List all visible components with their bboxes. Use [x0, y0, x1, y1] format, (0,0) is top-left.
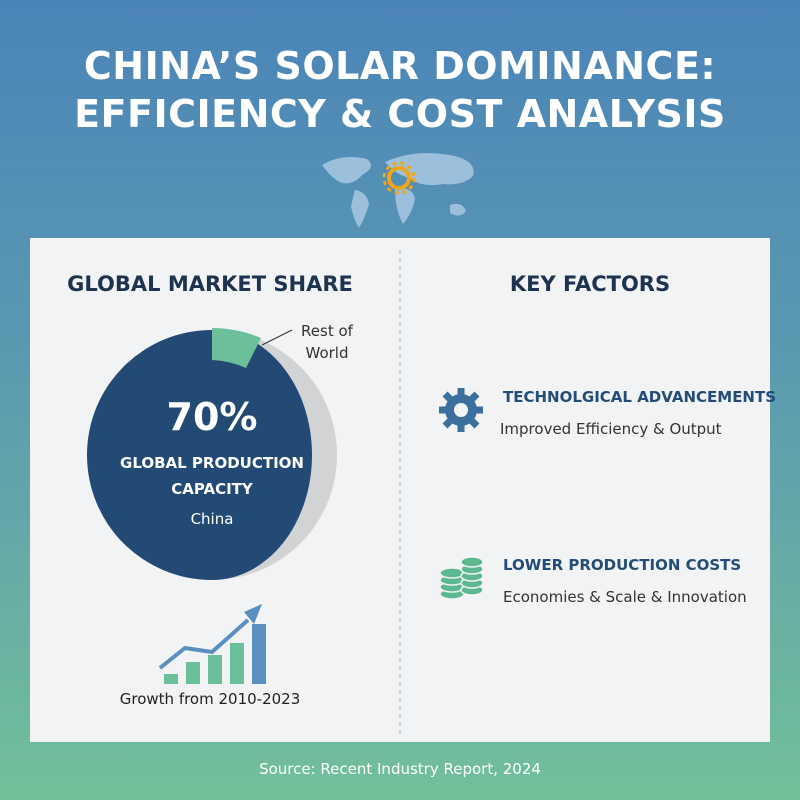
section-heading: KEY FACTORS: [509, 272, 671, 296]
figure-caption: GLOBAL PRODUCTION CAPACITY: [120, 454, 304, 498]
factor-title: TECHNOLGICAL ADVANCEMENTS: [503, 388, 777, 406]
rest-label: Rest of World: [301, 322, 353, 362]
donut: [87, 328, 337, 580]
coins-icon: [439, 556, 484, 600]
china-label: China: [190, 510, 234, 528]
factor-description: Economies & Scale & Innovation: [503, 588, 747, 606]
growth-icon: [158, 604, 266, 684]
title-line: EFFICIENCY & COST ANALYSIS: [74, 92, 726, 136]
growth-caption: Growth from 2010-2023: [119, 690, 301, 708]
factor-title: LOWER PRODUCTION COSTS: [503, 556, 742, 574]
section-heading: GLOBAL MARKET SHARE: [67, 272, 353, 296]
source-note: Source: Recent Industry Report, 2024: [259, 760, 541, 778]
title-line: CHINA’S SOLAR DOMINANCE:: [83, 44, 717, 88]
factor-description: Improved Efficiency & Output: [500, 420, 722, 438]
big-figure: 70%: [166, 395, 258, 439]
world-map: [322, 153, 474, 228]
sun-icon: [382, 161, 416, 195]
gear-icon: [439, 388, 483, 432]
